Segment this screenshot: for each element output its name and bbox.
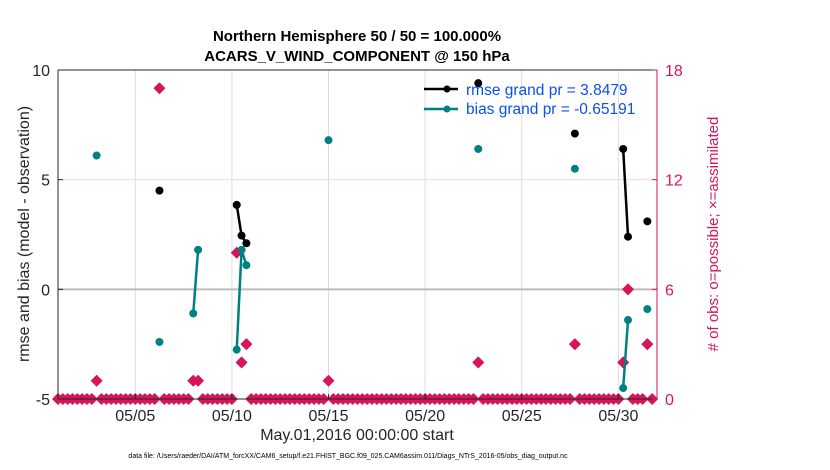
y-right-tick-label: 0 [665, 392, 674, 409]
bias-point [474, 144, 483, 153]
x-tick-label: 05/15 [308, 408, 348, 425]
rmse-point [232, 200, 241, 209]
rmse-point [237, 231, 246, 240]
bias-point [643, 305, 652, 314]
plot-frame [58, 70, 657, 399]
y-right-tick-label: 12 [665, 173, 683, 190]
rmse-point [619, 144, 628, 153]
bias-segment [621, 319, 630, 389]
obs-count-marker [153, 82, 166, 95]
chart-title-line2: ACARS_V_WIND_COMPONENT @ 150 hPa [204, 48, 510, 65]
rmse-point [242, 239, 251, 248]
legend-rmse-marker [443, 85, 451, 93]
legend-rmse-label: rmse grand pr = 3.8479 [466, 82, 628, 99]
y-right-tick-label: 6 [665, 282, 674, 299]
obs-count-marker [641, 338, 654, 350]
rmse-segment [621, 148, 630, 237]
legend-bias-marker [443, 105, 451, 113]
rmse-segment [235, 204, 243, 236]
obs-count-marker [240, 338, 253, 350]
legend-bias-label: bias grand pr = -0.65191 [466, 101, 635, 118]
chart-title-line1: Northern Hemisphere 50 / 50 = 100.000% [213, 28, 501, 45]
rmse-point [624, 232, 633, 241]
y-tick-label: 10 [32, 63, 50, 80]
marks [52, 79, 658, 405]
ticks: 05/05 05/10 05/15 05/20 05/25 05/30 -5 0 5 10 0 6 12… [32, 63, 683, 425]
x-axis-label: May.01,2016 00:00:00 start [260, 427, 454, 444]
x-tick-label: 05/25 [502, 408, 542, 425]
bias-point [237, 245, 246, 254]
obs-count-marker [472, 356, 485, 369]
bias-point [624, 316, 633, 325]
bias-point [570, 164, 579, 173]
obs-count-marker [235, 356, 248, 369]
rmse-point [643, 217, 652, 226]
legend: rmse grand pr = 3.8479 bias grand pr = -… [424, 82, 635, 118]
footer-datafile: data file: /Users/raeder/DAI/ATM_forcXX/… [128, 453, 568, 460]
obs-count-marker [192, 374, 204, 387]
rmse-point [155, 186, 164, 195]
y-axis-label: rmse and bias (model - observation) [16, 106, 33, 362]
y-tick-label: 5 [41, 173, 50, 190]
bias-point [324, 136, 333, 145]
rmse-point [570, 129, 579, 138]
y-tick-label: 0 [41, 282, 50, 299]
obs-count-marker [90, 374, 103, 387]
bias-point [619, 384, 628, 393]
y-axis-label-right: # of obs: o=possible; ×=assimilated [705, 117, 722, 352]
x-tick-label: 05/20 [405, 408, 445, 425]
y-tick-label: -5 [36, 392, 50, 409]
bias-point [189, 309, 198, 318]
obs-count-marker [622, 283, 634, 296]
obs-count-marker [569, 338, 581, 350]
obs-count-marker [322, 374, 335, 387]
x-tick-label: 05/30 [598, 408, 638, 425]
bias-point [92, 151, 101, 160]
bias-point [194, 245, 203, 254]
bias-point [242, 261, 251, 270]
bias-point [232, 345, 241, 354]
bias-segment [235, 249, 243, 350]
rmse-point [474, 79, 483, 88]
bias-point [155, 337, 164, 346]
bias-segment [192, 249, 200, 314]
obs-count-marker [617, 356, 629, 369]
y-right-tick-label: 18 [665, 63, 683, 80]
grid [58, 70, 657, 399]
x-tick-label: 05/05 [115, 408, 155, 425]
x-tick-label: 05/10 [212, 408, 252, 425]
